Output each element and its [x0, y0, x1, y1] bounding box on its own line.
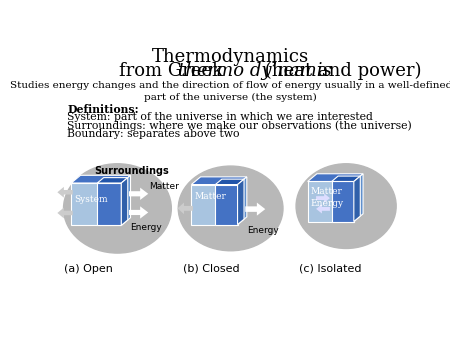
Text: from Greek: from Greek [119, 62, 228, 80]
Text: Studies energy changes and the direction of flow of energy usually in a well-def: Studies energy changes and the direction… [9, 80, 450, 102]
Polygon shape [129, 206, 148, 219]
Text: (b) Closed: (b) Closed [183, 264, 239, 274]
Polygon shape [216, 185, 238, 224]
Polygon shape [216, 179, 244, 185]
Text: Surroundings: where we make our observations (the universe): Surroundings: where we make our observat… [68, 121, 412, 131]
Text: Boundary: separates above two: Boundary: separates above two [68, 129, 240, 139]
Polygon shape [58, 208, 73, 218]
Polygon shape [177, 202, 193, 214]
Polygon shape [97, 178, 128, 183]
Polygon shape [332, 182, 354, 221]
Polygon shape [71, 175, 130, 183]
Polygon shape [238, 177, 247, 224]
Text: thermo dy’namis: thermo dy’namis [178, 62, 332, 80]
Polygon shape [71, 183, 122, 225]
Polygon shape [245, 202, 265, 216]
Text: (heat and power): (heat and power) [259, 62, 421, 80]
Polygon shape [97, 183, 122, 225]
Text: Thermodynamics: Thermodynamics [152, 48, 309, 66]
Polygon shape [238, 179, 244, 224]
Polygon shape [191, 185, 238, 224]
Polygon shape [129, 188, 148, 200]
Polygon shape [354, 176, 360, 221]
Polygon shape [316, 193, 330, 203]
Polygon shape [316, 204, 330, 214]
Text: (c) Isolated: (c) Isolated [299, 264, 362, 274]
Text: System: System [74, 195, 108, 203]
Polygon shape [332, 176, 360, 182]
Polygon shape [122, 175, 130, 225]
Text: Definitions:: Definitions: [68, 104, 139, 115]
Text: System: part of the universe in which we are interested: System: part of the universe in which we… [68, 112, 373, 122]
Ellipse shape [178, 166, 283, 251]
Text: Surroundings: Surroundings [94, 166, 169, 176]
Polygon shape [308, 182, 354, 221]
Text: Matter: Matter [310, 187, 342, 196]
Text: Energy: Energy [310, 199, 344, 208]
Polygon shape [308, 174, 363, 182]
Polygon shape [122, 178, 128, 225]
Polygon shape [354, 174, 363, 221]
Text: Energy: Energy [247, 226, 279, 235]
Ellipse shape [296, 164, 396, 248]
Polygon shape [58, 187, 73, 198]
Text: Matter: Matter [194, 192, 226, 201]
Ellipse shape [63, 164, 171, 253]
Text: Matter: Matter [149, 182, 179, 191]
Text: Energy: Energy [130, 223, 162, 232]
Polygon shape [191, 177, 247, 185]
Text: (a) Open: (a) Open [63, 264, 112, 274]
